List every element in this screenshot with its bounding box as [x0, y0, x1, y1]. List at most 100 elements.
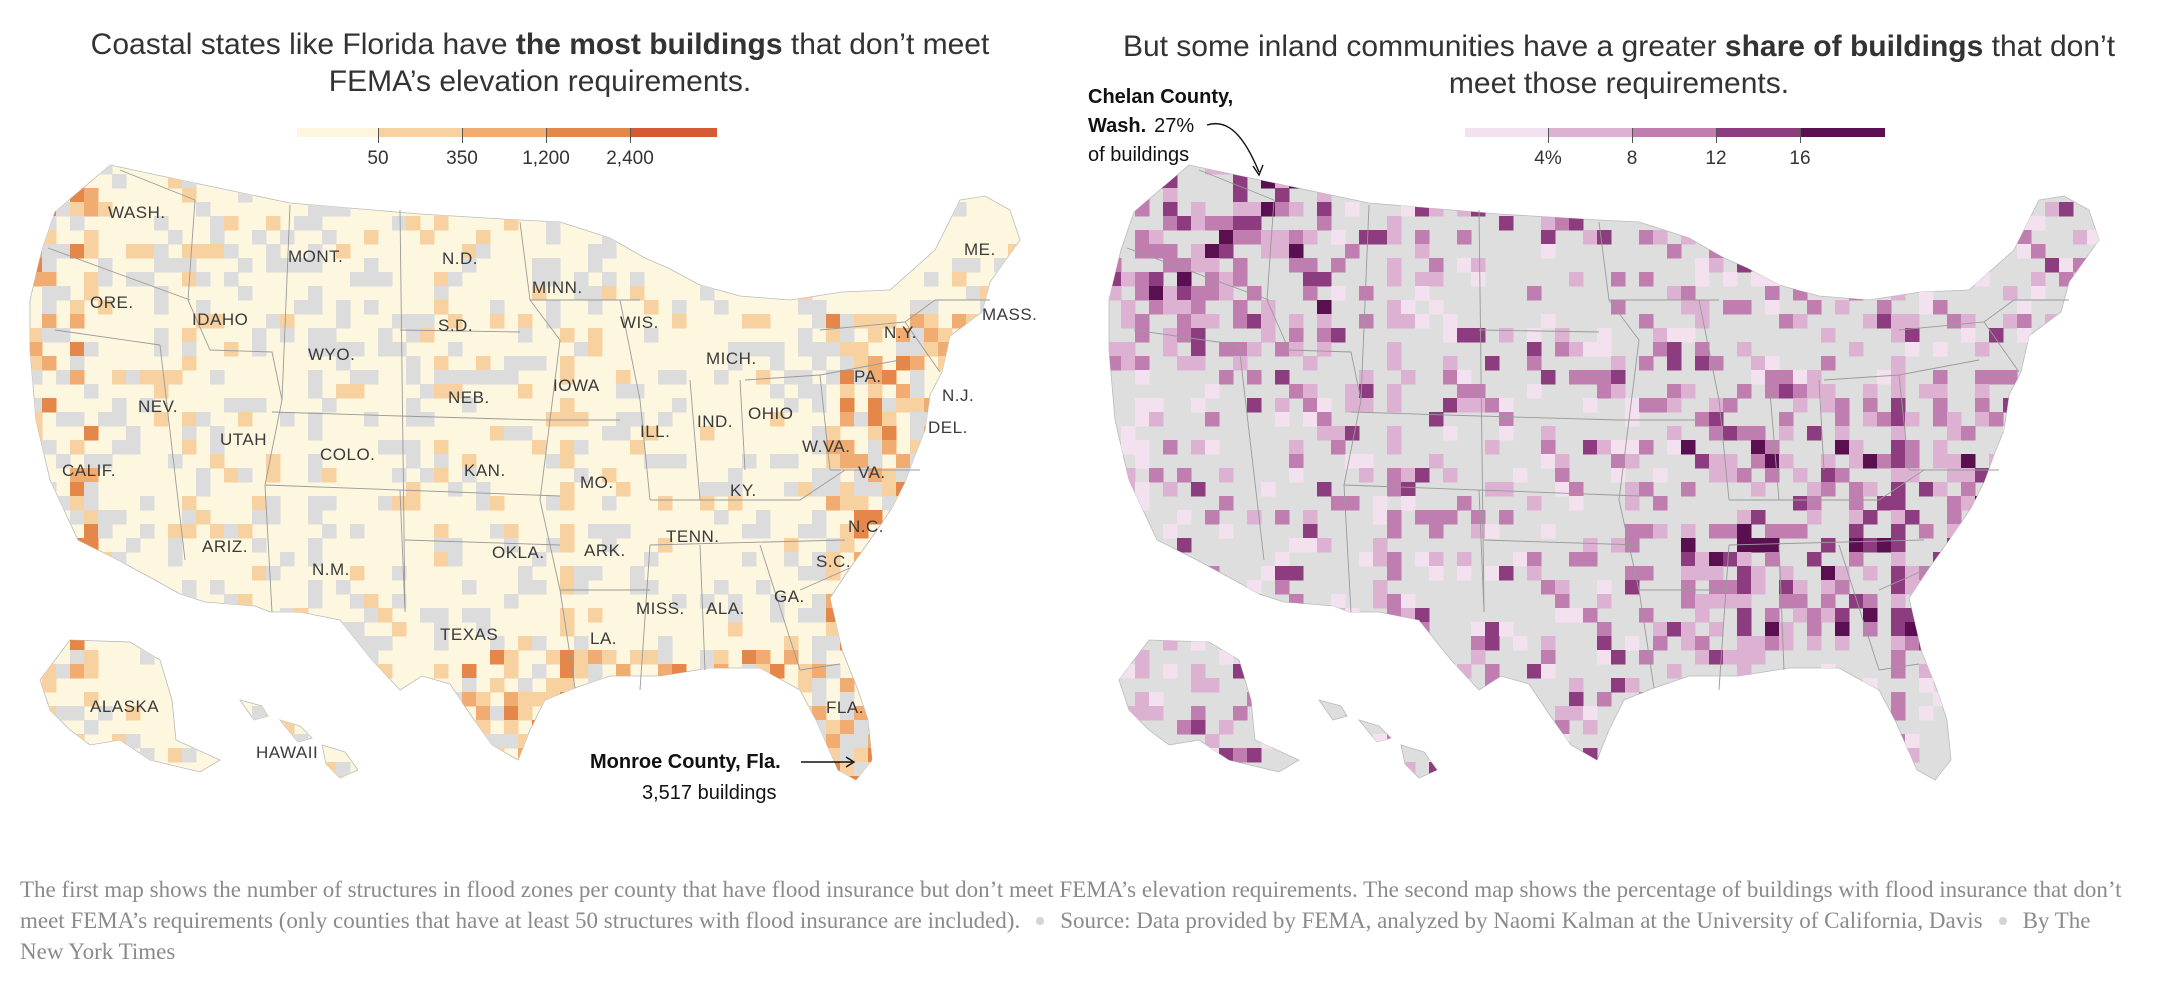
county-cell — [28, 636, 43, 651]
county-cell — [84, 580, 99, 595]
county-cell — [784, 552, 799, 567]
county-cell — [742, 664, 757, 679]
county-cell — [1863, 482, 1878, 497]
county-cell — [1555, 202, 1570, 217]
county-cell — [896, 720, 911, 735]
county-cell — [140, 370, 155, 385]
county-cell — [1597, 188, 1612, 203]
county-cell — [182, 412, 197, 427]
county-cell — [1373, 622, 1388, 637]
county-cell — [1905, 342, 1920, 357]
county-cell — [1765, 538, 1780, 553]
county-cell — [1317, 636, 1332, 651]
county-cell — [1877, 454, 1892, 469]
county-cell — [560, 538, 575, 553]
county-cell — [1345, 244, 1360, 259]
state-label-in: IND. — [697, 412, 733, 431]
county-cell — [952, 664, 967, 679]
county-cell — [56, 412, 71, 427]
county-cell — [1303, 272, 1318, 287]
county-cell — [980, 622, 995, 637]
county-cell — [434, 300, 449, 315]
county-cell — [1583, 160, 1598, 175]
county-cell — [42, 160, 57, 175]
county-cell — [70, 664, 85, 679]
state-label-ok: OKLA. — [492, 543, 545, 562]
county-cell — [728, 230, 743, 245]
county-cell — [1008, 650, 1023, 665]
county-cell — [1737, 552, 1752, 567]
county-cell — [658, 692, 673, 707]
county-cell — [56, 160, 71, 175]
county-cell — [1191, 342, 1206, 357]
county-cell — [1877, 174, 1892, 189]
county-cell — [420, 762, 435, 777]
county-cell — [1737, 342, 1752, 357]
county-cell — [1135, 734, 1150, 749]
county-cell — [1849, 440, 1864, 455]
county-cell — [1989, 650, 2004, 665]
county-cell — [1149, 566, 1164, 581]
county-cell — [1022, 468, 1037, 483]
county-cell — [1205, 216, 1220, 231]
county-cell — [2017, 664, 2032, 679]
county-cell — [924, 314, 939, 329]
county-cell — [1681, 384, 1696, 399]
county-cell — [2017, 720, 2032, 735]
county-cell — [1261, 328, 1276, 343]
county-cell — [812, 678, 827, 693]
county-cell — [518, 706, 533, 721]
county-cell — [1233, 664, 1248, 679]
county-cell — [84, 160, 99, 175]
county-cell — [1022, 748, 1037, 763]
county-cell — [28, 566, 43, 581]
county-cell — [1611, 370, 1626, 385]
county-cell — [1737, 650, 1752, 665]
left-map-panel: Coastal states like Florida have the mos… — [0, 0, 1079, 840]
county-cell — [2073, 566, 2088, 581]
county-cell — [308, 538, 323, 553]
county-cell — [630, 286, 645, 301]
county-cell — [1401, 370, 1416, 385]
county-cell — [840, 174, 855, 189]
county-cell — [1611, 538, 1626, 553]
county-cell — [392, 314, 407, 329]
county-cell — [658, 720, 673, 735]
county-cell — [1163, 188, 1178, 203]
county-cell — [868, 328, 883, 343]
county-cell — [1247, 342, 1262, 357]
county-cell — [826, 342, 841, 357]
county-cell — [826, 734, 841, 749]
county-cell — [1877, 314, 1892, 329]
county-cell — [910, 664, 925, 679]
county-cell — [1317, 412, 1332, 427]
county-cell — [1177, 510, 1192, 525]
county-cell — [224, 216, 239, 231]
county-cell — [1681, 538, 1696, 553]
county-cell — [1681, 566, 1696, 581]
county-cell — [896, 356, 911, 371]
county-cell — [560, 454, 575, 469]
county-cell — [1022, 188, 1037, 203]
county-cell — [252, 538, 267, 553]
county-cell — [2059, 650, 2074, 665]
county-cell — [1457, 664, 1472, 679]
county-cell — [1779, 384, 1794, 399]
county-cell — [1415, 552, 1430, 567]
county-cell — [1961, 776, 1976, 791]
county-cell — [2101, 664, 2116, 679]
county-cell — [1373, 188, 1388, 203]
state-label-oh: OHIO — [748, 404, 793, 423]
county-cell — [182, 160, 197, 175]
county-cell — [994, 398, 1009, 413]
county-cell — [1891, 328, 1906, 343]
county-cell — [1849, 524, 1864, 539]
county-cell — [1863, 566, 1878, 581]
county-cell — [28, 622, 43, 637]
county-cell — [588, 678, 603, 693]
county-cell — [2073, 706, 2088, 721]
county-cell — [1989, 496, 2004, 511]
county-cell — [1849, 552, 1864, 567]
county-cell — [1443, 356, 1458, 371]
county-cell — [1345, 398, 1360, 413]
